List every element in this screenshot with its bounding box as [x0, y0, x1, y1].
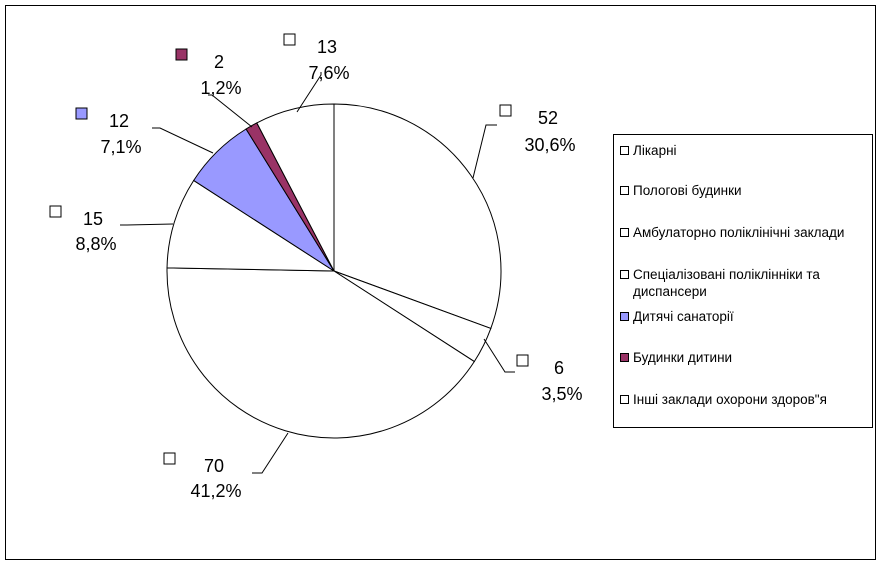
data-label-value-1: 6 [554, 358, 564, 378]
data-label-value-3: 15 [83, 209, 103, 229]
legend-label: Будинки дитини [633, 350, 733, 365]
leader-line-1 [483, 338, 515, 373]
legend-item-hospitals: Лікарні [620, 142, 870, 159]
data-label-value-5: 2 [214, 52, 224, 72]
legend-swatch [620, 228, 629, 237]
data-label-percent-6: 7,6% [308, 63, 349, 83]
data-label-value-0: 52 [538, 108, 558, 128]
pie-slice-0 [333, 103, 502, 330]
legend-item-sanatoriums: Дитячі санаторії [620, 308, 870, 325]
legend-swatch [620, 146, 629, 155]
legend-label: Лікарні [633, 143, 677, 158]
leader-lines [120, 72, 515, 474]
leader-line-4 [152, 127, 214, 154]
legend-label: Пологові будинки [633, 183, 742, 198]
legend-swatch [620, 312, 629, 321]
data-label-swatch-1 [516, 354, 529, 367]
legend-swatch [620, 353, 629, 362]
data-label-percent-5: 1,2% [200, 78, 241, 98]
leader-line-2 [252, 432, 289, 474]
pie-slices [166, 103, 502, 439]
leader-line-3 [120, 223, 174, 226]
legend: Лікарні Пологові будинки Амбулаторно пол… [613, 134, 873, 428]
data-label-swatch-0 [499, 104, 512, 117]
legend-label: Амбулаторно поліклінічні заклади [633, 225, 845, 240]
legend-swatch [620, 270, 629, 279]
legend-swatch [620, 395, 629, 404]
data-labels: 52 30,6% 6 3,5% 70 41,2% 15 8,8% 12 7,1% 2 1,2% 13 7,… [49, 33, 583, 501]
legend-label: Дитячі санаторії [633, 309, 734, 324]
data-label-percent-0: 30,6% [524, 135, 575, 155]
legend-item-other: Інші заклади охорони здоров"я [620, 391, 870, 408]
legend-item-outpatient: Амбулаторно поліклінічні заклади [620, 224, 870, 241]
data-label-swatch-6 [283, 33, 296, 46]
leader-line-0 [472, 124, 497, 179]
data-label-swatch-3 [49, 205, 62, 218]
data-label-percent-1: 3,5% [541, 384, 582, 404]
legend-label: Спеціалізовані поліклінніки та диспансер… [633, 267, 820, 299]
data-label-swatch-5 [175, 48, 188, 61]
data-label-value-4: 12 [109, 111, 129, 131]
leader-line-6 [296, 72, 322, 113]
legend-label: Інші заклади охорони здоров"я [633, 392, 827, 407]
data-label-swatch-4 [75, 107, 88, 120]
data-label-percent-2: 41,2% [190, 481, 241, 501]
data-label-percent-3: 8,8% [75, 234, 116, 254]
pie-slice-2 [166, 267, 476, 439]
legend-swatch [620, 186, 629, 195]
legend-item-maternity: Пологові будинки [620, 182, 870, 199]
data-label-value-6: 13 [317, 37, 337, 57]
legend-item-childrens-homes: Будинки дитини [620, 349, 870, 366]
data-label-percent-4: 7,1% [100, 137, 141, 157]
legend-item-specialized: Спеціалізовані поліклінніки та диспансер… [620, 266, 870, 300]
pie-slice-3 [166, 179, 336, 272]
data-label-swatch-2 [163, 452, 176, 465]
leader-line-5 [208, 94, 253, 128]
pie-slice-6 [256, 103, 335, 272]
data-label-value-2: 70 [204, 456, 224, 476]
